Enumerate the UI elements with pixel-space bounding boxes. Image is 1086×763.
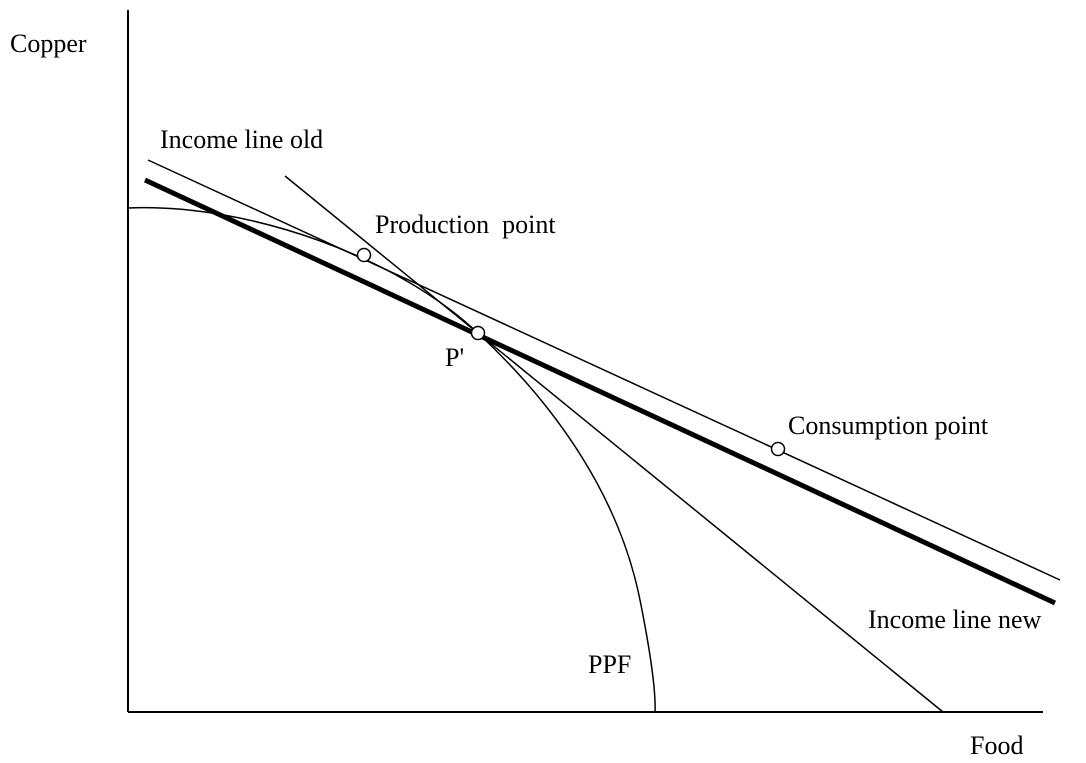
consumption-point-marker: [770, 441, 786, 457]
label: Production point: [375, 210, 556, 239]
income-line-new: [143, 177, 1057, 606]
label: P': [445, 343, 464, 372]
p-prime-marker: [470, 325, 486, 341]
label: PPF: [588, 650, 631, 679]
y-axis-label: Copper: [10, 29, 87, 58]
label: Income line new: [868, 605, 1041, 634]
x-axis-label: Food: [970, 731, 1023, 760]
income-line-parallel: [147, 159, 1061, 581]
label: Income line old: [160, 125, 323, 154]
label: Consumption point: [788, 411, 989, 440]
production-point-marker: [356, 247, 372, 263]
ppf-curve: [127, 206, 656, 713]
income-line-steep: [284, 175, 944, 713]
